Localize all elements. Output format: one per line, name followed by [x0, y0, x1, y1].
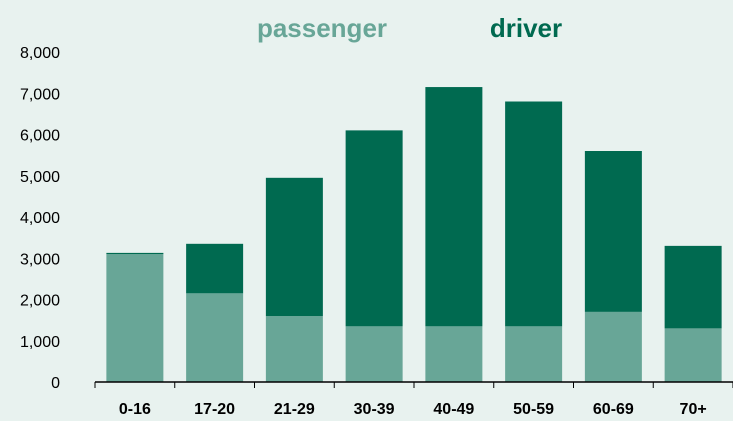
x-tick-label: 60-69 — [593, 401, 634, 418]
bar-driver-0-16 — [106, 252, 164, 255]
y-tick-label: 6,000 — [20, 128, 60, 145]
bar-passenger-30-39 — [345, 326, 403, 382]
bar-driver-50-59 — [505, 101, 563, 327]
bar-passenger-50-59 — [505, 326, 563, 382]
x-tick-label: 0-16 — [119, 401, 151, 418]
y-tick-label: 7,000 — [20, 86, 60, 103]
bar-passenger-40-49 — [425, 326, 483, 382]
y-tick-label: 1,000 — [20, 334, 60, 351]
x-tick-label: 30-39 — [354, 401, 395, 418]
bar-driver-21-29 — [265, 177, 323, 316]
y-tick-label: 5,000 — [20, 169, 60, 186]
bar-driver-40-49 — [425, 87, 483, 327]
x-tick-label: 21-29 — [274, 401, 315, 418]
y-tick-label: 4,000 — [20, 210, 60, 227]
x-tick-label: 40-49 — [433, 401, 474, 418]
bar-passenger-0-16 — [106, 254, 164, 382]
legend-item-driver: driver — [490, 13, 562, 43]
bar-passenger-21-29 — [265, 316, 323, 382]
x-tick-label: 50-59 — [513, 401, 554, 418]
x-tick-label: 17-20 — [194, 401, 235, 418]
y-axis: 0 1,000 2,000 3,000 4,000 5,000 6,000 7,000 8,00… — [20, 45, 60, 392]
legend-item-passenger: passenger — [257, 13, 387, 43]
bar-driver-60-69 — [584, 151, 642, 312]
y-tick-label: 2,000 — [20, 293, 60, 310]
bar-passenger-17-20 — [186, 293, 244, 382]
x-axis: 0-16 17-20 21-29 30-39 40-49 50-59 60-69 70+ — [94, 381, 733, 418]
bar-passenger-60-69 — [584, 311, 642, 382]
bars — [106, 87, 722, 382]
bar-driver-70+ — [664, 245, 722, 329]
legend: passenger driver — [257, 13, 562, 43]
bar-driver-30-39 — [345, 130, 403, 327]
y-tick-label: 3,000 — [20, 251, 60, 268]
y-tick-label: 8,000 — [20, 45, 60, 62]
x-tick-label: 70+ — [680, 401, 707, 418]
bar-passenger-70+ — [664, 328, 722, 382]
y-tick-label: 0 — [51, 375, 60, 392]
bar-driver-17-20 — [186, 243, 244, 294]
